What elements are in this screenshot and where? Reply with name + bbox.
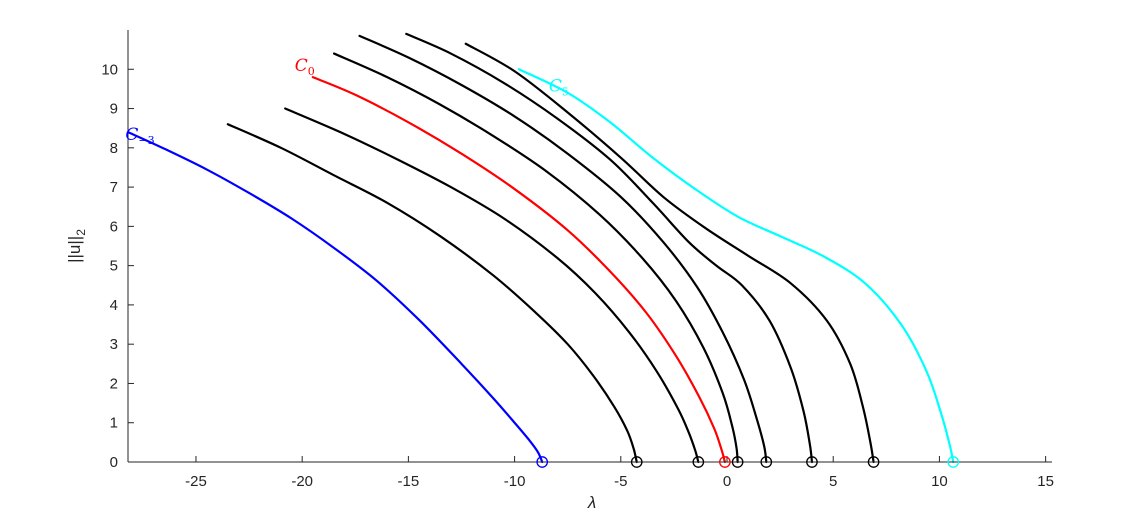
x-tick-label: 15 (1037, 473, 1054, 490)
series-label: C5 (549, 76, 569, 98)
axes-layer (127, 30, 1052, 463)
series-label: C−3 (125, 125, 154, 147)
y-tick-label: 6 (110, 218, 118, 235)
y-tick-label: 9 (110, 101, 118, 118)
y-axis-label-main: ||u|| (65, 236, 84, 263)
series-label-main: C (125, 125, 138, 145)
ticks-layer (128, 68, 1047, 463)
y-tick-label: 4 (110, 297, 118, 314)
series-label-subscript: −3 (138, 134, 154, 147)
series-line (226, 123, 638, 464)
x-tick-label: -15 (398, 473, 420, 490)
y-axis-label-subscript: 2 (74, 229, 88, 236)
x-tick-label: -10 (504, 473, 526, 490)
series-line (311, 76, 726, 464)
series-line (517, 68, 955, 464)
y-tick-label: 5 (110, 258, 118, 275)
zero-marker (630, 456, 643, 468)
series-label: C0 (295, 56, 315, 78)
y-tick-label: 7 (110, 179, 118, 196)
labels-layer: -25 -20 -15 -10 -5 0 5 10 15012345678910λ||u||2C… (65, 56, 1054, 512)
x-tick-label: 10 (931, 473, 948, 490)
x-tick-label: -20 (291, 473, 313, 490)
x-tick-label: 0 (723, 473, 731, 490)
x-axis-label: λ (587, 493, 596, 512)
series-label-main: C (549, 76, 562, 96)
series-line (358, 34, 768, 464)
y-tick-label: 10 (101, 61, 118, 78)
series-line (126, 131, 544, 464)
zero-marker (692, 456, 705, 468)
zero-marker (760, 456, 773, 468)
y-tick-label: 8 (110, 140, 118, 157)
series-line (332, 52, 739, 464)
x-tick-label: 5 (829, 473, 837, 490)
series-label-subscript: 5 (562, 85, 569, 98)
y-tick-label: 1 (110, 415, 118, 432)
y-tick-label: 2 (110, 375, 118, 392)
markers-layer (536, 456, 960, 468)
series-line (405, 32, 814, 464)
series-label-subscript: 0 (308, 65, 315, 78)
y-axis-label: ||u||2 (65, 229, 88, 263)
zero-marker (947, 456, 960, 468)
series-line (464, 42, 875, 464)
zero-marker (719, 456, 731, 468)
series-line (284, 107, 700, 464)
zero-marker (536, 456, 549, 468)
curves-layer (126, 32, 955, 464)
series-label-main: C (295, 56, 308, 76)
x-tick-label: -5 (614, 473, 627, 490)
zero-marker (806, 456, 818, 468)
x-tick-label: -25 (185, 473, 207, 490)
y-tick-label: 0 (110, 454, 118, 471)
zero-marker (731, 456, 744, 468)
zero-marker (867, 456, 880, 468)
y-tick-label: 3 (110, 336, 118, 353)
